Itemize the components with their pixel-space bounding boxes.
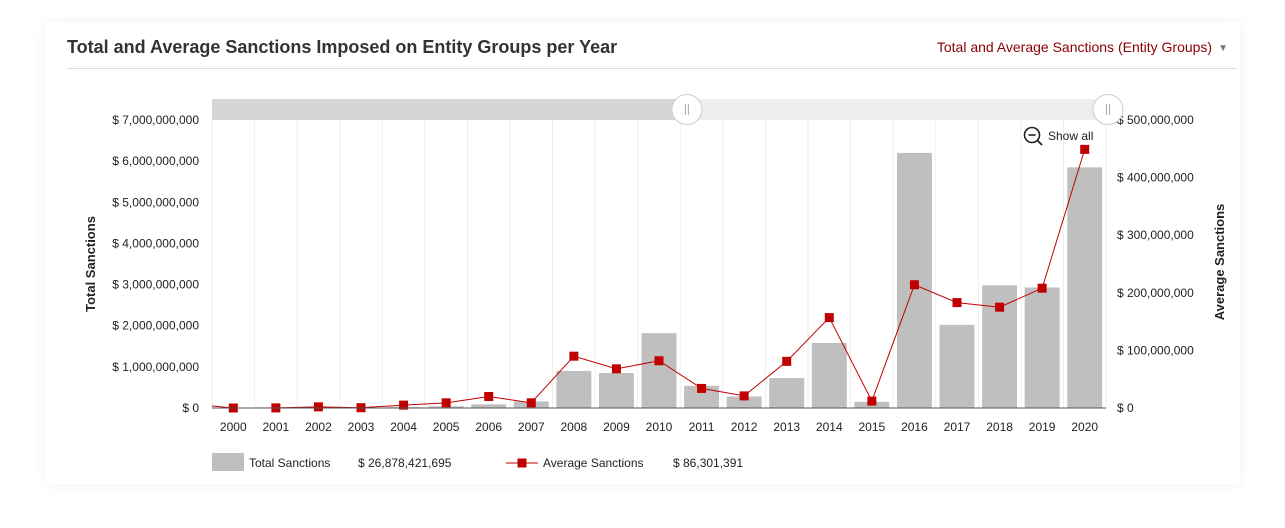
x-tick-label: 2011 xyxy=(689,420,715,434)
x-tick-label: 2012 xyxy=(731,420,758,434)
average-point-2016 xyxy=(909,280,919,290)
average-point-2011 xyxy=(697,383,707,393)
x-tick-label: 2008 xyxy=(561,420,588,434)
x-tick-label: 2006 xyxy=(475,420,502,434)
bar-2009 xyxy=(598,373,634,408)
average-point-2012 xyxy=(739,391,749,401)
bar-2017 xyxy=(939,324,975,408)
average-point-2020 xyxy=(1080,144,1090,154)
x-tick-label: 2007 xyxy=(518,420,545,434)
average-point-2018 xyxy=(995,302,1005,312)
show-all-button[interactable]: Show all xyxy=(1023,126,1094,146)
x-tick-label: 2020 xyxy=(1071,420,1098,434)
average-point-2008 xyxy=(569,351,579,361)
y-left-tick-label: $ 6,000,000,000 xyxy=(112,154,199,168)
show-all-label: Show all xyxy=(1048,129,1093,143)
average-point-2002 xyxy=(313,402,323,412)
range-handle-knob[interactable] xyxy=(1092,94,1124,125)
y-left-tick-label: $ 0 xyxy=(182,401,199,415)
total-sanctions-bars xyxy=(258,152,1103,408)
range-handle-start[interactable] xyxy=(671,94,703,125)
y-left-tick-label: $ 2,000,000,000 xyxy=(112,319,199,333)
y-right-tick-label: $ 400,000,000 xyxy=(1117,171,1194,185)
axes: 2000 2001 2002 2003 2004 2005 2006 2007 2008 2009… xyxy=(83,113,1227,434)
x-tick-label: 2010 xyxy=(646,420,673,434)
y-left-tick-label: $ 3,000,000,000 xyxy=(112,278,199,292)
average-point-2010 xyxy=(654,356,664,366)
range-handle-knob[interactable] xyxy=(671,94,703,125)
bar-2019 xyxy=(1024,287,1060,408)
y-left-tick-label: $ 5,000,000,000 xyxy=(112,195,199,209)
range-unselected xyxy=(212,99,687,120)
header-divider xyxy=(67,68,1237,69)
zoom-out-icon-handle xyxy=(1036,139,1043,146)
legend-total-label: Total Sanctions xyxy=(249,456,330,470)
y-right-tick-label: $ 200,000,000 xyxy=(1117,286,1194,300)
page-title: Total and Average Sanctions Imposed on E… xyxy=(67,37,618,57)
x-tick-label: 2002 xyxy=(305,420,332,434)
bar-2014 xyxy=(811,342,847,408)
y-right-tick-label: $ 0 xyxy=(1117,401,1134,415)
x-tick-label: 2001 xyxy=(263,420,290,434)
y-left-tick-label: $ 4,000,000,000 xyxy=(112,236,199,250)
view-select-dropdown[interactable]: Total and Average Sanctions (Entity Grou… xyxy=(937,39,1228,55)
average-point-2013 xyxy=(782,356,792,366)
range-handle-end[interactable] xyxy=(1092,94,1124,125)
bar-2020 xyxy=(1067,167,1103,408)
x-tick-label: 2014 xyxy=(816,420,843,434)
x-tick-label: 2009 xyxy=(603,420,630,434)
view-select-label: Total and Average Sanctions (Entity Grou… xyxy=(936,39,1213,55)
range-selector[interactable] xyxy=(212,94,1124,125)
x-tick-label: 2017 xyxy=(944,420,971,434)
average-point-2019 xyxy=(1037,283,1047,293)
y-right-tick-label: $ 100,000,000 xyxy=(1117,343,1194,357)
average-line-path xyxy=(211,149,1086,409)
legend-average-marker xyxy=(517,458,527,468)
zoom-out-icon-ring xyxy=(1023,126,1041,144)
bar-2012 xyxy=(726,396,762,408)
bar-2008 xyxy=(556,370,592,408)
legend-total-swatch xyxy=(212,453,244,471)
legend-average-value: $ 86,301,391 xyxy=(673,456,743,470)
legend-total-value: $ 26,878,421,695 xyxy=(358,456,452,470)
x-tick-label: 2005 xyxy=(433,420,460,434)
average-point-2014 xyxy=(824,313,834,323)
average-point-2017 xyxy=(952,298,962,308)
y-left-tick-label: $ 7,000,000,000 xyxy=(112,113,199,127)
x-tick-label: 2003 xyxy=(348,420,375,434)
average-point-2004 xyxy=(399,400,409,410)
x-tick-label: 2019 xyxy=(1029,420,1056,434)
x-tick-label: 2004 xyxy=(390,420,417,434)
x-tick-label: 2018 xyxy=(986,420,1013,434)
average-point-2007 xyxy=(526,398,536,408)
x-tick-label: 2016 xyxy=(901,420,928,434)
caret-down-icon: ▼ xyxy=(1218,42,1228,54)
legend-average-label: Average Sanctions xyxy=(543,456,644,470)
average-point-2005 xyxy=(441,398,451,408)
y-right-tick-label: $ 300,000,000 xyxy=(1117,228,1194,242)
x-tick-label: 2013 xyxy=(773,420,800,434)
bar-2006 xyxy=(471,404,507,408)
x-tick-label: 2015 xyxy=(859,420,886,434)
bar-2010 xyxy=(641,333,677,408)
zoom-out-icon[interactable] xyxy=(1023,126,1043,146)
bar-2011 xyxy=(684,385,720,408)
y-left-tick-label: $ 1,000,000,000 xyxy=(112,360,199,374)
x-tick-label: 2000 xyxy=(220,420,247,434)
bar-2013 xyxy=(769,377,805,408)
y-right-axis-title: Average Sanctions xyxy=(1212,204,1227,321)
y-right-tick-label: $ 500,000,000 xyxy=(1117,113,1194,127)
y-left-axis-title: Total Sanctions xyxy=(83,216,98,312)
average-point-2015 xyxy=(867,396,877,406)
legend: Total Sanctions $ 26,878,421,695 Average S… xyxy=(212,453,743,471)
average-point-2009 xyxy=(611,364,621,374)
average-point-2006 xyxy=(484,391,494,401)
